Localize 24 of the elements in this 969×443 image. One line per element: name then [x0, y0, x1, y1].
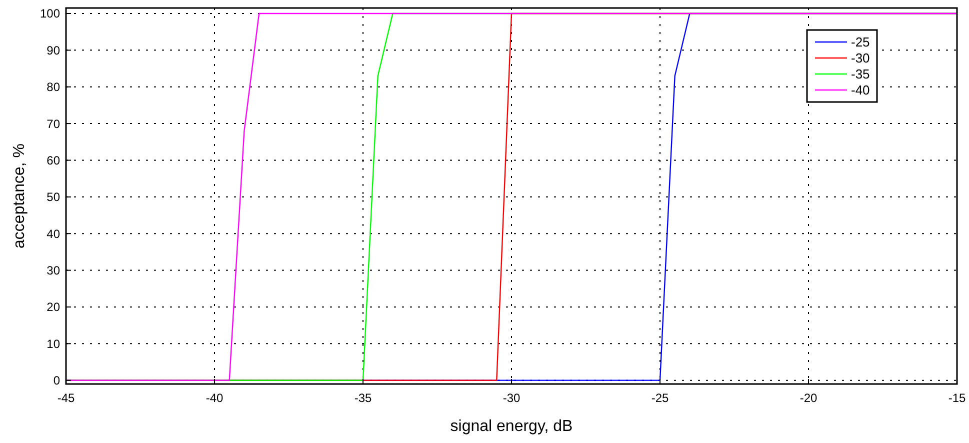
x-tick-label: -30 [502, 391, 520, 405]
x-tick-label: -20 [800, 391, 818, 405]
y-tick-label: 80 [46, 80, 60, 94]
x-tick-label: -45 [57, 391, 75, 405]
y-tick-label: 30 [46, 263, 60, 278]
legend-label: -25 [851, 34, 870, 50]
y-tick-label: 40 [46, 226, 60, 241]
y-tick-label: 70 [46, 116, 60, 131]
y-tick-label: 90 [46, 43, 60, 58]
legend-label: -35 [851, 66, 870, 82]
x-tick-label: -40 [206, 391, 224, 405]
y-tick-label: 50 [46, 190, 60, 204]
y-tick-label: 20 [46, 300, 60, 314]
x-tick-label: -25 [651, 391, 669, 405]
legend-label: -40 [851, 82, 870, 98]
x-tick-label: -35 [354, 391, 372, 405]
legend-label: -30 [851, 50, 870, 66]
x-axis-title: signal energy, dB [450, 418, 573, 435]
y-tick-label: 100 [40, 6, 60, 21]
y-tick-label: 60 [46, 153, 60, 168]
y-tick-label: 0 [53, 374, 60, 388]
x-tick-label: -15 [948, 391, 966, 405]
y-axis-title: acceptance, % [11, 144, 28, 248]
y-tick-label: 10 [46, 336, 60, 351]
